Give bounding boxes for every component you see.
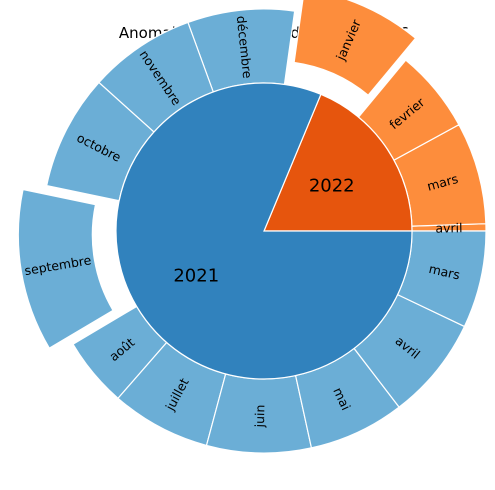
inner-wedge-2021 [115, 82, 413, 380]
inner-wedge-2022 [263, 93, 413, 232]
outer-wedge-2022-3 [293, 0, 417, 97]
outer-ring [17, 0, 487, 454]
outer-label-2022-0: avril [435, 220, 462, 235]
outer-wedge-2021-7 [17, 188, 114, 349]
inner-label-2021: 2021 [173, 266, 219, 287]
outer-label-2021-13: mars [427, 261, 461, 283]
inner-ring [115, 82, 413, 380]
outer-label-2021-4: décembre [234, 15, 256, 79]
outer-label-2021-10: juin [252, 404, 268, 428]
inner-label-2022: 2022 [309, 175, 355, 196]
